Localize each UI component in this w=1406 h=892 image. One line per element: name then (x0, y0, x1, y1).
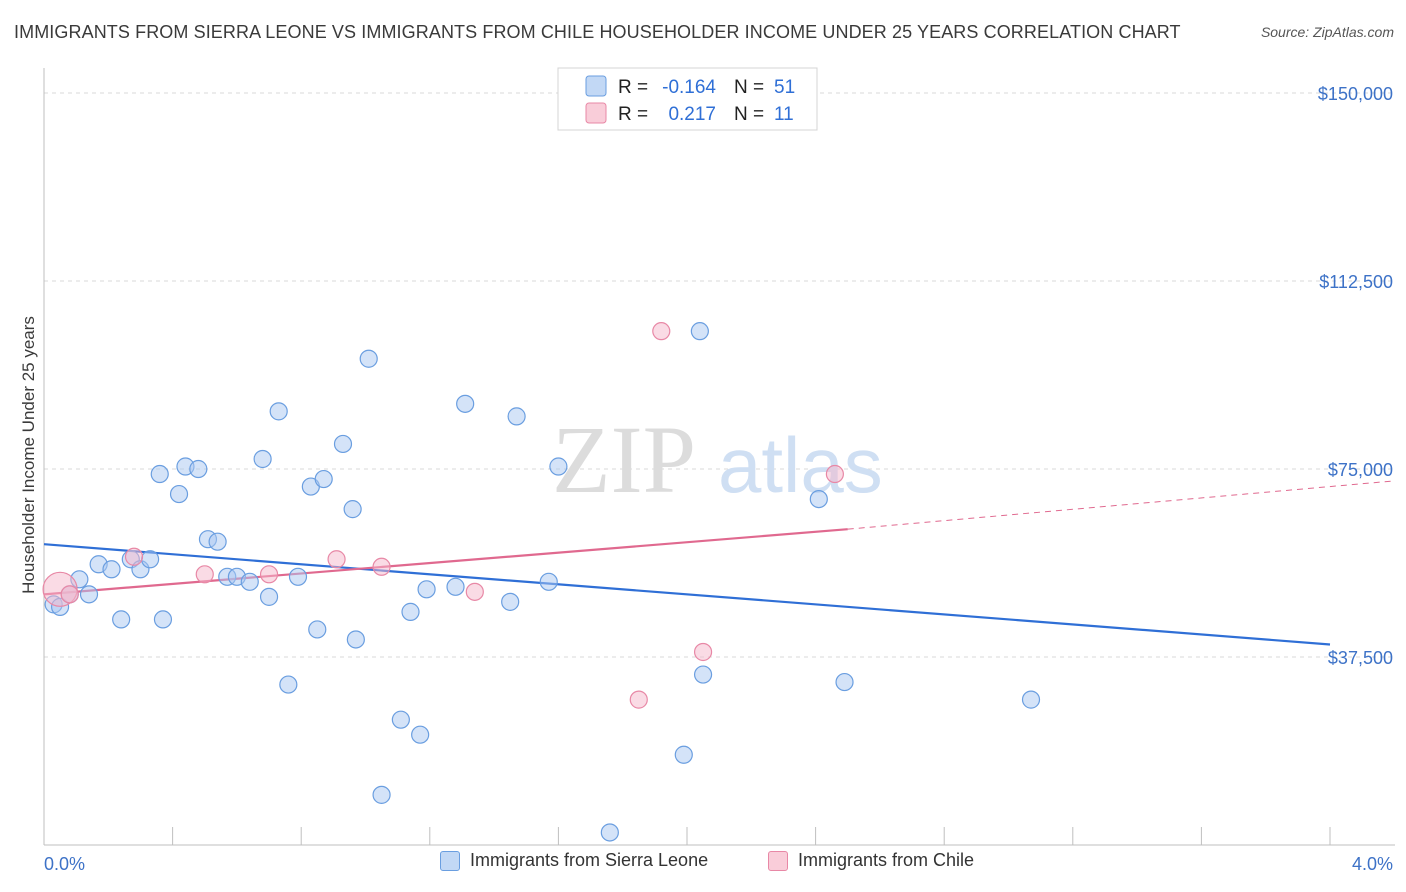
chile-point (259, 565, 279, 584)
x-tick-labels: 0.0% 4.0% (44, 854, 1393, 874)
legend-swatch-blue-icon (585, 75, 607, 97)
sierra-leone-point (501, 592, 520, 611)
legend-n-label: N = (734, 104, 764, 125)
bottom-legend-label: Immigrants from Sierra Leone (470, 850, 709, 870)
sierra-leone-point (314, 469, 333, 489)
sierra-leone-point (456, 394, 475, 413)
sierra-leone-point (507, 407, 526, 426)
chile-point (465, 582, 484, 601)
sierra-leone-point (308, 620, 327, 639)
sierra-leone-point (446, 577, 465, 596)
x-tick-label: 0.0% (44, 854, 85, 874)
sierra-leone-point (690, 322, 709, 341)
sierra-leone-point (411, 725, 430, 744)
sierra-leone-point (359, 349, 378, 368)
sierra-leone-point (693, 665, 713, 684)
chile-point (195, 565, 214, 584)
legend-n-label: N = (734, 77, 764, 98)
chile-point (825, 464, 844, 484)
legend-r-value: 0.217 (668, 104, 716, 125)
sierra-leone-point (269, 402, 288, 421)
sierra-leone-point (140, 550, 160, 569)
sierra-leone-point (169, 484, 189, 504)
chile-point (124, 547, 144, 566)
sierra-leone-point (372, 785, 391, 804)
sierra-leone-point (835, 672, 854, 692)
legend-swatch-pink-icon (585, 102, 607, 124)
axes (43, 68, 1395, 846)
data-points (42, 322, 1041, 842)
sierra-leone-point (417, 580, 436, 599)
sierra-leone-point (809, 489, 828, 509)
legend-r-value: -0.164 (662, 77, 716, 98)
chile-point (60, 585, 79, 604)
sierra-leone-point (539, 572, 558, 591)
sierra-leone-point (150, 464, 169, 484)
sierra-leone-trend-line (43, 543, 1331, 646)
sierra-leone-point (102, 560, 121, 579)
bottom-legend: Immigrants from Sierra Leone Immigrants … (0, 850, 1406, 880)
bottom-legend-item-sierra-leone: Immigrants from Sierra Leone (440, 850, 708, 871)
sierra-leone-point (1021, 690, 1041, 709)
trend-lines (43, 480, 1396, 646)
bottom-legend-item-chile: Immigrants from Chile (768, 850, 974, 871)
sierra-leone-point (259, 587, 279, 606)
y-tick-label: $112,500 (1319, 272, 1393, 292)
sierra-leone-point (240, 572, 259, 591)
watermark-zip: ZIP (552, 406, 696, 513)
sierra-leone-point (346, 630, 365, 649)
y-tick-label: $150,000 (1318, 84, 1393, 104)
sierra-leone-point (279, 675, 298, 694)
x-tick-label: 4.0% (1352, 854, 1393, 874)
chile-trend-line (43, 528, 848, 596)
sierra-leone-point (153, 610, 173, 629)
sierra-leone-point (401, 602, 420, 621)
sierra-leone-point (600, 823, 619, 842)
legend-r-label: R = (618, 77, 648, 98)
gridlines (44, 92, 1395, 658)
chile-trend-extension (847, 480, 1396, 530)
y-tick-label: $37,500 (1328, 648, 1393, 668)
sierra-leone-point (391, 710, 410, 729)
chile-point (629, 690, 648, 709)
sierra-leone-point (79, 585, 99, 604)
bottom-legend-label: Immigrants from Chile (798, 850, 975, 870)
chile-point (693, 642, 713, 662)
chile-point (372, 557, 391, 576)
legend-r-label: R = (618, 104, 648, 125)
y-axis-title: Householder Income Under 25 years (19, 316, 38, 594)
sierra-leone-point (549, 457, 568, 476)
sierra-leone-point (189, 459, 208, 479)
sierra-leone-point (343, 500, 362, 519)
watermark: ZIP atlas (552, 406, 883, 513)
chile-point (327, 550, 346, 569)
sierra-leone-point (288, 567, 308, 586)
sierra-leone-point (674, 745, 693, 764)
legend-n-value: 11 (774, 104, 794, 125)
sierra-leone-point (208, 532, 227, 551)
sierra-leone-point (253, 449, 272, 469)
y-tick-labels: $37,500 $75,000 $112,500 $150,000 (1318, 84, 1393, 668)
source-credit: Source: ZipAtlas.com (1260, 24, 1394, 40)
legend: R = -0.164 N = 51 R = 0.217 N = 11 (557, 67, 818, 131)
chart-title: IMMIGRANTS FROM SIERRA LEONE VS IMMIGRAN… (14, 22, 1181, 42)
sierra-leone-swatch-icon (440, 850, 460, 871)
y-tick-label: $75,000 (1328, 460, 1393, 480)
chile-swatch-icon (768, 850, 788, 871)
sierra-leone-point (112, 610, 131, 629)
legend-n-value: 51 (774, 77, 795, 98)
watermark-atlas: atlas (718, 421, 883, 509)
sierra-leone-point (333, 434, 353, 454)
chile-point (652, 322, 671, 341)
